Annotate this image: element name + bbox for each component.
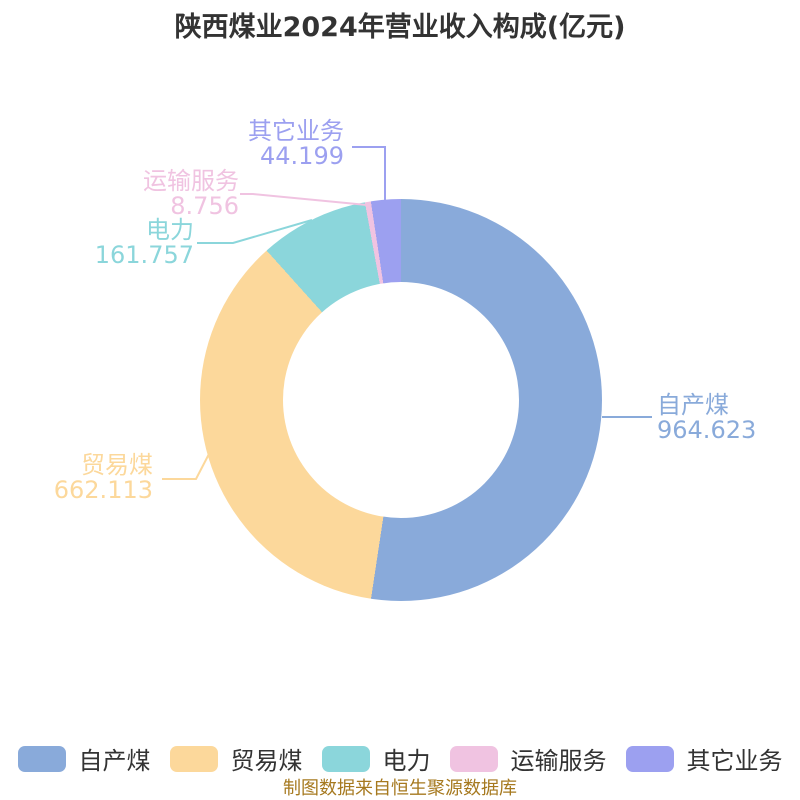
slice-label-electricity: 电力 161.757 [95, 218, 194, 268]
slice-label-value: 662.113 [53, 476, 153, 504]
legend-item-electricity: 电力 [321, 741, 431, 776]
leader-line-other-business [352, 146, 386, 204]
slice-label-transport-services: 运输服务 8.756 [143, 169, 239, 219]
legend-swatch [17, 745, 66, 772]
slice-label-value: 161.757 [94, 241, 194, 269]
slice-label-name: 其它业务 [248, 117, 344, 145]
legend-label: 电力 [382, 747, 431, 775]
legend-item-transport-services: 运输服务 [449, 741, 607, 776]
legend-item-trade-coal: 贸易煤 [169, 741, 303, 776]
slice-label-self-produced-coal: 自产煤 964.623 [657, 393, 756, 443]
slice-label-other-business: 其它业务 44.199 [248, 119, 344, 169]
slice-label-name: 运输服务 [143, 167, 239, 195]
donut-ring [200, 199, 602, 601]
legend-item-self-produced-coal: 自产煤 [17, 741, 151, 776]
legend-swatch [321, 745, 370, 772]
slice-label-value: 44.199 [260, 142, 344, 170]
legend-label: 运输服务 [510, 747, 607, 775]
legend: 自产煤 贸易煤 电力 运输服务 其它业务 [0, 741, 800, 776]
slice-label-name: 贸易煤 [81, 451, 153, 479]
legend-swatch [625, 745, 674, 772]
slice-label-value: 8.756 [170, 192, 239, 220]
slice-label-name: 电力 [146, 216, 194, 244]
legend-label: 自产煤 [78, 747, 151, 775]
legend-swatch [169, 745, 218, 772]
leader-line-transport-services [240, 193, 368, 206]
footer-note: 制图数据来自恒生聚源数据库 [283, 778, 517, 799]
leader-line-trade-coal [162, 451, 211, 480]
slice-label-trade-coal: 贸易煤 662.113 [54, 453, 153, 503]
slice-label-value: 964.623 [657, 416, 757, 444]
donut-hole [283, 282, 519, 518]
legend-swatch [449, 745, 498, 772]
legend-label: 其它业务 [686, 747, 783, 775]
slice-label-name: 自产煤 [657, 391, 729, 419]
legend-label: 贸易煤 [230, 747, 303, 775]
legend-item-other-business: 其它业务 [625, 741, 783, 776]
chart-title: 陕西煤业2024年营业收入构成(亿元) [174, 12, 626, 43]
